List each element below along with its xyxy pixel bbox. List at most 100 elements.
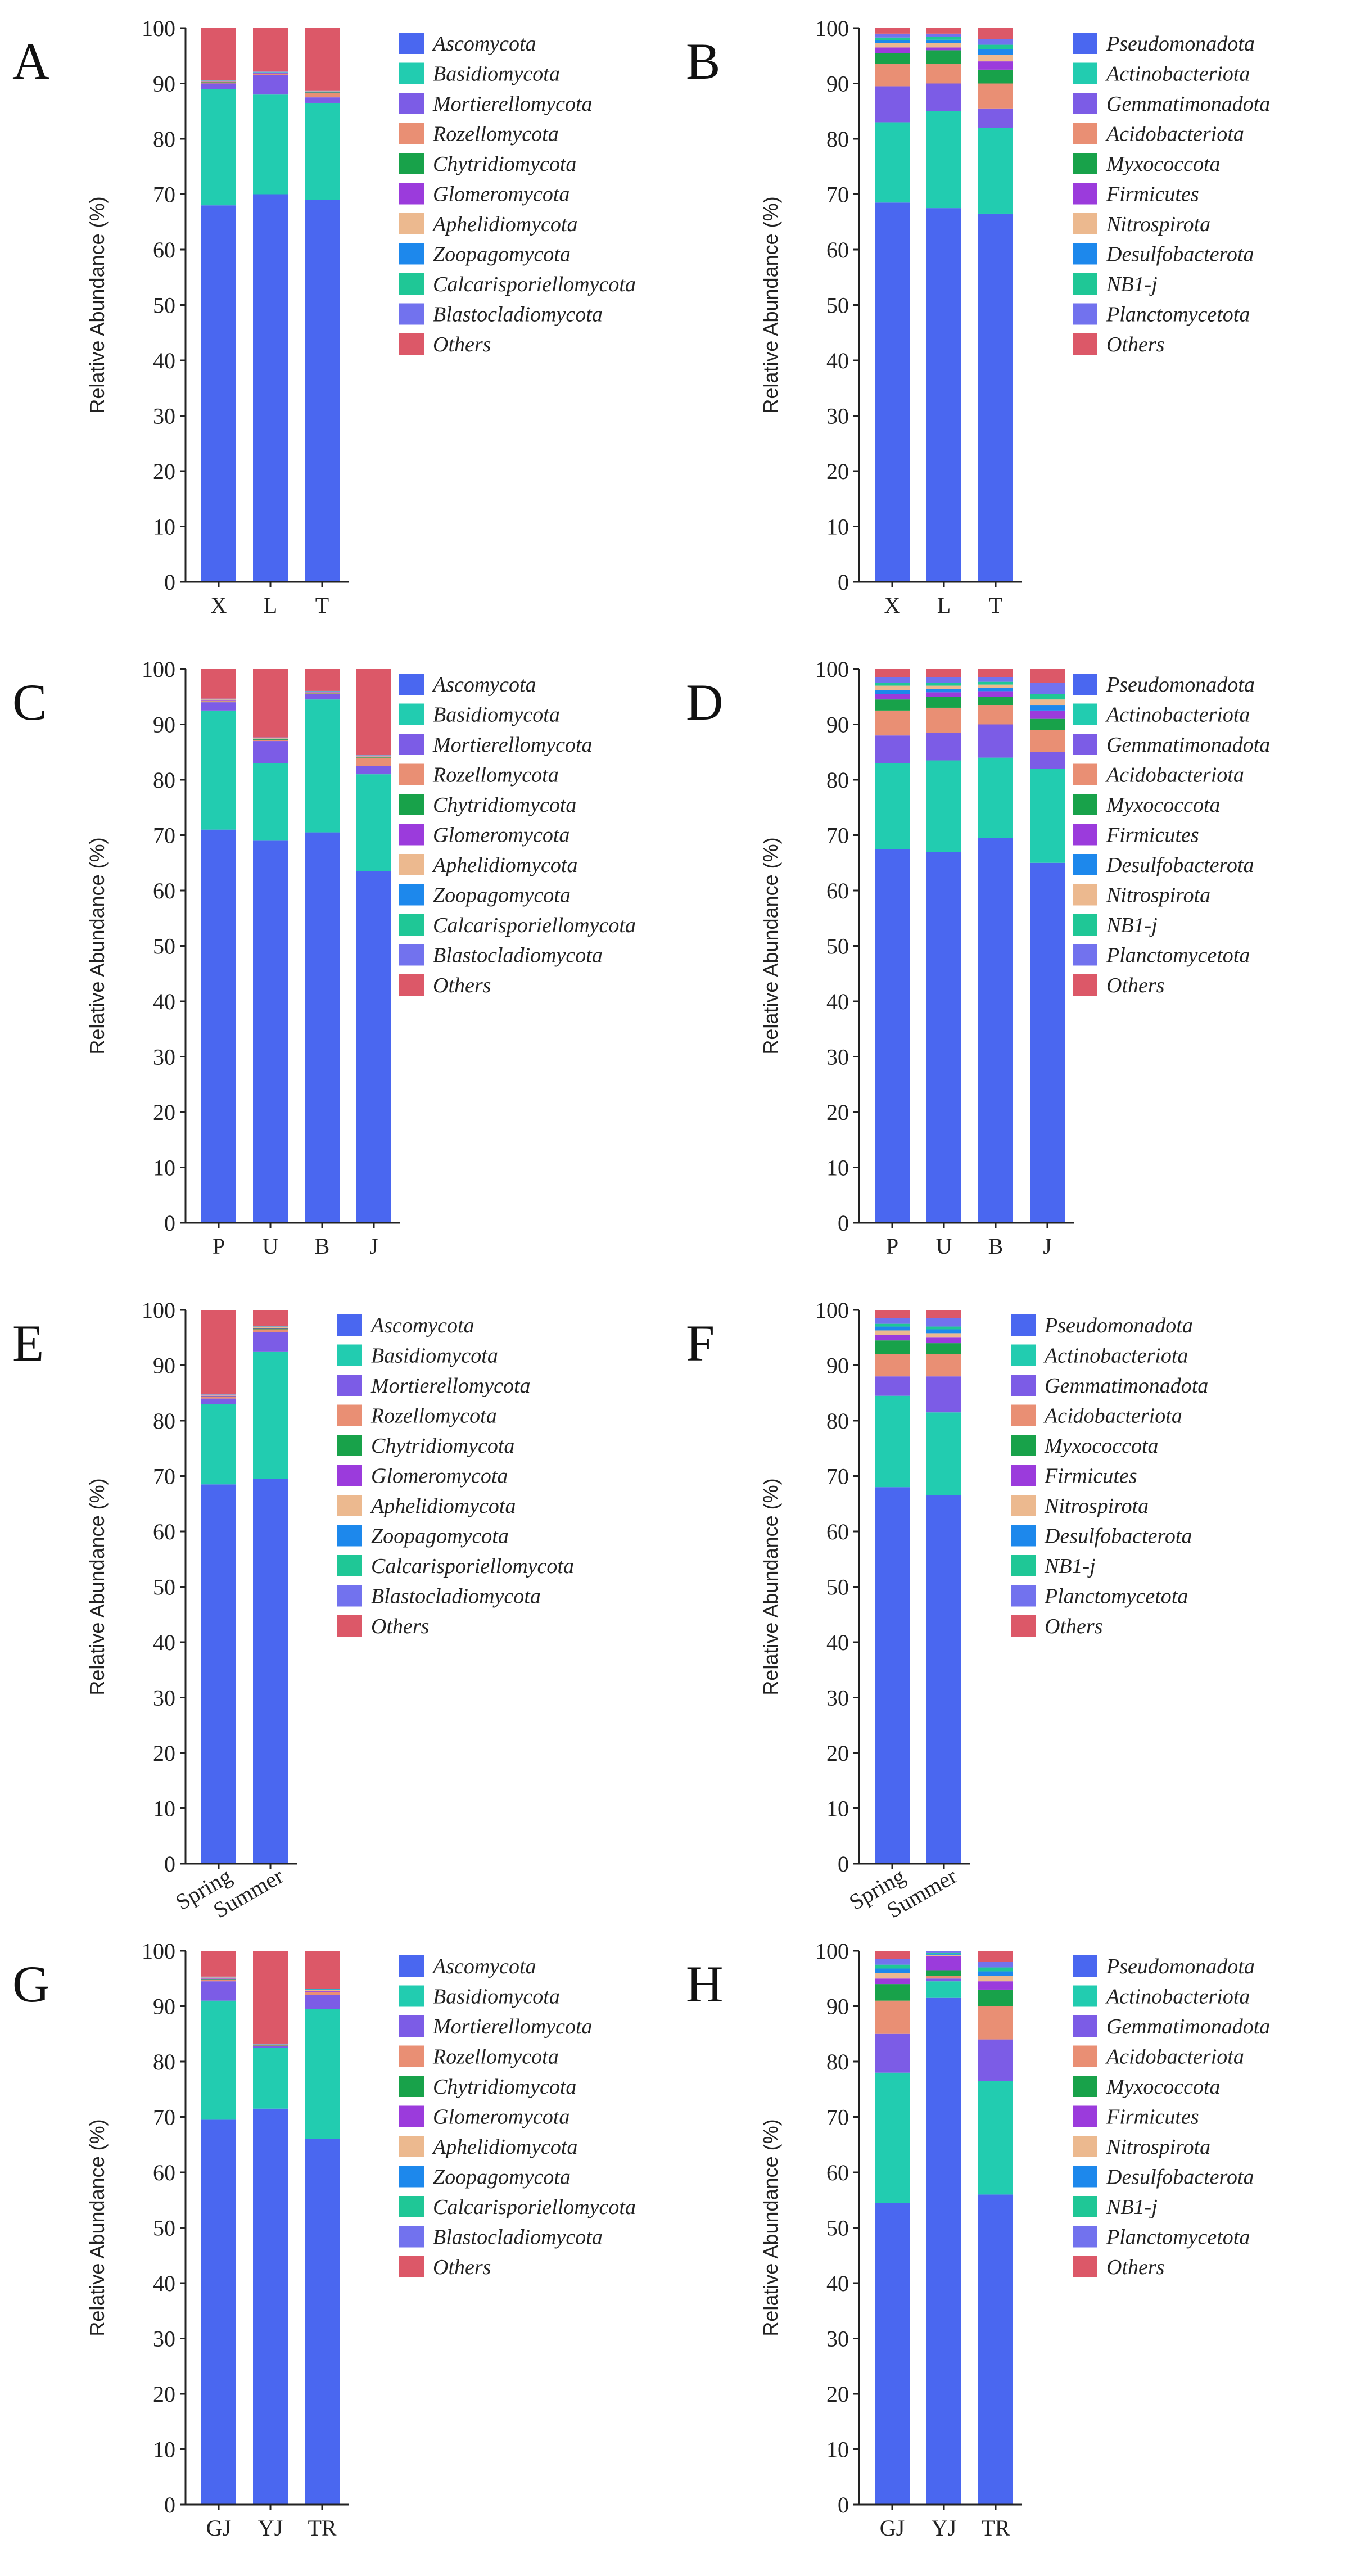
y-tick-label: 30 (153, 1045, 175, 1070)
bar-segment-basidiomycota-t (305, 102, 340, 200)
bar-segment-mortierellomycota-spring (201, 1398, 236, 1404)
legend-label: Actinobacteriota (1105, 62, 1250, 86)
bar-segment-gemmatimonadota-l (926, 83, 961, 111)
bar-segment-mortierellomycota-summer (253, 1332, 288, 1352)
y-tick-label: 80 (153, 1408, 175, 1434)
legend-swatch (399, 33, 424, 54)
bar-segment-chytridiomycota-gj (201, 1979, 236, 1980)
bar-segment-others-x (201, 28, 236, 80)
legend-swatch (1011, 1314, 1036, 1336)
y-tick-label: 10 (826, 1155, 849, 1181)
legend-label: Actinobacteriota (1105, 1985, 1250, 2009)
y-tick-label: 90 (826, 712, 849, 738)
bar-segment-planctomycetota-l (926, 33, 961, 37)
bar-segment-nitrospirota-l (926, 43, 961, 48)
y-tick-label: 100 (815, 657, 849, 682)
y-tick-label: 70 (153, 823, 175, 848)
bar-segment-aphelidiomycota-gj (201, 1977, 236, 1979)
bar-segment-desulfobacterota-tr (978, 1971, 1013, 1976)
bar-segment-gemmatimonadota-summer (926, 1376, 961, 1413)
legend-swatch (399, 153, 424, 174)
legend-swatch (337, 1465, 362, 1486)
legend-label: Chytridiomycota (433, 152, 576, 176)
y-tick-label: 10 (153, 1155, 175, 1181)
legend-label: Blastocladiomycota (433, 303, 603, 327)
bar-segment-nb1-j-yj (926, 1952, 961, 1954)
y-axis-title: Relative Abundance (%) (85, 1478, 109, 1695)
legend-swatch (337, 1375, 362, 1396)
panel-h: H Relative Abundance (%) GJ YJ TR 0 10 20 30 40 50… (686, 1938, 1270, 2541)
y-tick-label: 50 (826, 2216, 849, 2241)
y-tick-label: 20 (153, 1741, 175, 1766)
legend-swatch (1073, 153, 1097, 174)
bar-segment-others-x (875, 28, 910, 34)
legend-label: Desulfobacterota (1044, 1525, 1192, 1548)
legend-swatch (1073, 213, 1097, 234)
y-tick-label: 20 (153, 459, 175, 484)
legend-label: Pseudomonadota (1044, 1314, 1193, 1337)
legend-swatch (1011, 1465, 1036, 1486)
legend-label: Calcarisporiellomycota (433, 914, 636, 937)
bar-segment-nitrospirota-p (875, 685, 910, 690)
legend-swatch (1073, 763, 1097, 785)
bar-segment-nitrospirota-b (978, 684, 1013, 688)
x-tick-label: P (886, 1233, 898, 1259)
legend-swatch (399, 2076, 424, 2097)
y-tick-label: 10 (153, 514, 175, 540)
bar-segment-desulfobacterota-b (978, 688, 1013, 692)
bar-segment-others-u (926, 669, 961, 677)
bar-segment-basidiomycota-x (201, 89, 236, 206)
legend-swatch (399, 2015, 424, 2037)
y-tick-label: 70 (826, 823, 849, 848)
bar-segment-others-j (1030, 669, 1065, 683)
bar-segment-mortierellomycota-b (305, 694, 340, 700)
panel-letter: A (12, 33, 49, 90)
panel-a: A Relative Abundance (%) X L T 0 10 20 30 40 50 60 7… (12, 16, 636, 618)
bar-segment-desulfobacterota-gj (875, 1968, 910, 1973)
legend-swatch (1073, 884, 1097, 906)
x-tick-label: T (315, 593, 329, 618)
y-tick-label: 100 (815, 1938, 849, 1964)
y-tick-label: 70 (826, 1464, 849, 1489)
bar-segment-gemmatimonadota-yj (926, 1978, 961, 1982)
legend-label: Planctomycetota (1106, 944, 1250, 968)
legend-label: Others (1106, 333, 1164, 356)
legend-swatch (1073, 914, 1097, 936)
legend-label: Aphelidiomycota (431, 213, 577, 236)
legend-label: Chytridiomycota (433, 2075, 576, 2099)
bar-segment-desulfobacterota-t (978, 49, 1013, 55)
legend-label: Planctomycetota (1106, 2226, 1250, 2249)
y-tick-label: 0 (164, 570, 175, 595)
legend-swatch (399, 183, 424, 205)
legend-swatch (399, 794, 424, 815)
bar-segment-nitrospirota-gj (875, 1973, 910, 1979)
y-tick-label: 40 (153, 1630, 175, 1655)
bar-segment-firmicutes-gj (875, 1978, 910, 1985)
bar-segment-actinobacteriota-yj (926, 1981, 961, 1998)
legend-label: Gemmatimonadota (1106, 92, 1270, 116)
legend-label: Ascomycota (431, 1955, 536, 1978)
legend-label: Myxococcota (1106, 152, 1221, 176)
bar-segment-firmicutes-summer (926, 1337, 961, 1344)
bar-segment-mortierellomycota-j (356, 766, 391, 775)
y-tick-label: 10 (153, 1796, 175, 1822)
bar-segment-actinobacteriota-l (926, 111, 961, 209)
bar-segment-planctomycetota-gj (875, 1959, 910, 1965)
legend-label: Others (371, 1615, 429, 1638)
legend-swatch (399, 1985, 424, 2007)
panel-letter: F (686, 1314, 715, 1372)
bar-segment-glomeromycota-l (253, 73, 288, 74)
y-tick-label: 100 (142, 1298, 175, 1323)
bar-segment-planctomycetota-tr (978, 1962, 1013, 1968)
y-tick-label: 100 (815, 1298, 849, 1323)
bar-segment-firmicutes-x (875, 47, 910, 53)
legend-label: Firmicutes (1106, 824, 1199, 847)
y-tick-label: 20 (826, 1741, 849, 1766)
bar-segment-nitrospirota-j (1030, 699, 1065, 706)
legend-label: Myxococcota (1044, 1434, 1159, 1458)
bar-segment-aphelidiomycota-summer (253, 1326, 288, 1328)
bar-segment-mortierellomycota-tr (305, 1995, 340, 2009)
legend-swatch (1073, 93, 1097, 114)
bar-segment-nb1-j-l (926, 37, 961, 40)
